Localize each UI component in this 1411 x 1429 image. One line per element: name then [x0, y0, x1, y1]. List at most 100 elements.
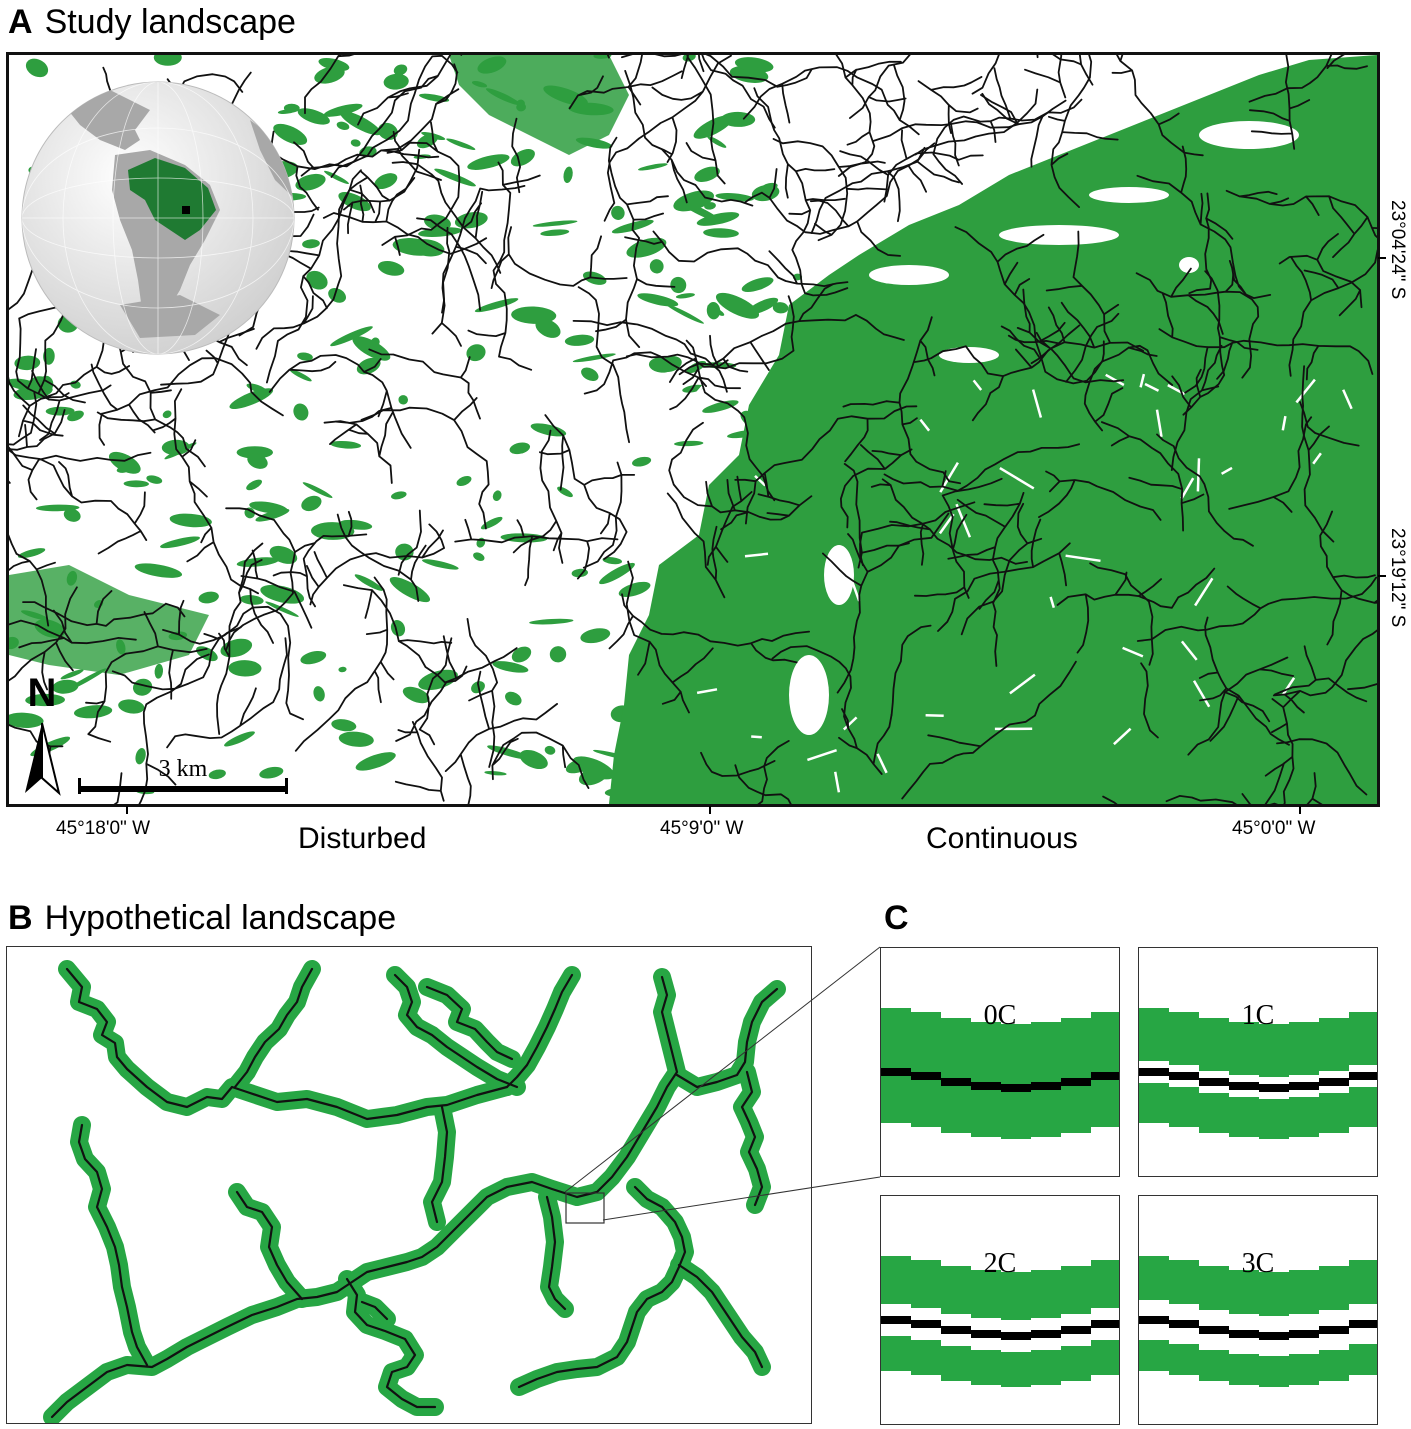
north-arrow: N	[25, 671, 61, 796]
forest-fragment	[706, 302, 721, 320]
forest-fragment	[670, 276, 687, 294]
stream-segment	[304, 55, 355, 115]
forest-fragment	[456, 475, 472, 487]
forest-fragment	[289, 369, 312, 382]
stream-segment	[859, 501, 976, 567]
forest-fragment	[297, 352, 313, 361]
forest-fragment	[229, 388, 274, 409]
longitude-label-3: 45°0'0" W	[1232, 818, 1316, 839]
forest-clearing	[744, 552, 769, 558]
forest-fragment	[487, 745, 530, 760]
stream-segment	[444, 670, 558, 804]
forest-clearing	[1144, 382, 1160, 392]
hypothetical-stream	[430, 1105, 449, 1224]
forest-clearing	[938, 513, 955, 535]
stream-segment	[1158, 293, 1374, 394]
stream-segment	[216, 542, 264, 735]
stream-segment	[1000, 301, 1144, 365]
longitude-label-2: 45°9'0" W	[660, 818, 744, 839]
forest-fragment	[306, 270, 328, 290]
stream-segment	[744, 142, 936, 257]
forest-fragment	[295, 173, 326, 191]
stream-segment	[1165, 795, 1279, 804]
forest-fragment	[389, 577, 431, 603]
hypothetical-stream	[517, 1185, 687, 1389]
forest-clearing	[1312, 452, 1322, 465]
stream-segment	[835, 55, 902, 177]
hypothetical-stream	[77, 1123, 149, 1367]
stream-segment	[1319, 510, 1377, 646]
forest-fragment	[45, 406, 75, 416]
forest-clearing	[846, 569, 861, 602]
stream-segment	[947, 492, 1025, 667]
forest-fragment	[236, 446, 273, 459]
stream-segment	[1016, 288, 1125, 384]
stream-segment	[971, 55, 1000, 95]
stream-segment	[757, 740, 790, 804]
forest-fragment	[330, 326, 373, 347]
scenario-0c-label: 0C	[983, 1000, 1017, 1031]
stream-segment	[1136, 145, 1272, 299]
forest-fragment	[421, 559, 459, 570]
forest-clearing	[1194, 577, 1214, 607]
stream-segment	[152, 388, 274, 644]
forest-clearing	[824, 545, 854, 605]
stream-channel	[1139, 1068, 1377, 1092]
forest-fragment	[500, 533, 548, 543]
stream-segment	[431, 185, 526, 347]
forest-fragment	[544, 745, 556, 755]
forest-clearing	[1009, 673, 1036, 695]
riparian-buffer	[70, 1116, 156, 1374]
hypothetical-stream	[235, 1190, 304, 1301]
stream-segment	[539, 414, 636, 560]
forest-fragment	[338, 666, 347, 673]
stream-segment	[1278, 233, 1363, 317]
riparian-buffer-band	[881, 1008, 1119, 1139]
stream-segment	[466, 618, 498, 768]
stream-segment	[621, 55, 813, 88]
forest-fragment	[393, 64, 408, 76]
forest-fragment	[696, 212, 740, 226]
latitude-ticks	[1378, 257, 1386, 577]
forest-fragment	[529, 618, 574, 625]
hypothetical-stream	[677, 1263, 764, 1369]
forest-clearing	[789, 655, 829, 735]
stream-segment	[15, 306, 112, 441]
forest-fragment	[580, 628, 611, 644]
stream-segment	[1065, 312, 1120, 383]
forest-fragment	[208, 769, 226, 780]
scale-bar	[78, 778, 288, 794]
forest-fragment	[134, 563, 183, 578]
forest-clearing	[919, 418, 931, 432]
forest-fragment	[300, 650, 327, 665]
forest-clearing	[876, 753, 888, 774]
stream-segment	[9, 404, 66, 451]
stream-segment	[1276, 738, 1368, 796]
forest-fragment	[398, 395, 408, 405]
stream-segment	[1048, 55, 1119, 208]
longitude-label-1: 45°18'0" W	[56, 818, 151, 839]
forest-fragment	[707, 136, 727, 148]
globe-continents	[60, 90, 294, 338]
forest-fragment	[675, 293, 695, 299]
forest-clearing	[696, 688, 718, 695]
forest-fragment	[510, 149, 535, 167]
forest-fragment	[578, 765, 609, 786]
forest-clearing	[1065, 554, 1101, 563]
forest-fragment	[519, 749, 548, 770]
forest-clearing	[925, 713, 944, 718]
hypothetical-stream	[65, 967, 509, 1121]
panel-b-letter: B	[8, 899, 33, 937]
stream-segment	[1101, 421, 1205, 532]
forest-clearing	[1281, 677, 1296, 696]
forest-fragment	[25, 693, 65, 707]
forest-fragment	[434, 168, 476, 187]
stream-segment	[872, 92, 1067, 168]
stream-segment	[655, 55, 776, 129]
stream-segment	[416, 217, 481, 311]
stream-segment	[668, 421, 813, 531]
forest-fragment	[336, 121, 350, 130]
forest-fragment	[703, 228, 739, 238]
forest-fragment	[17, 548, 46, 559]
forest-fragment	[694, 166, 720, 182]
